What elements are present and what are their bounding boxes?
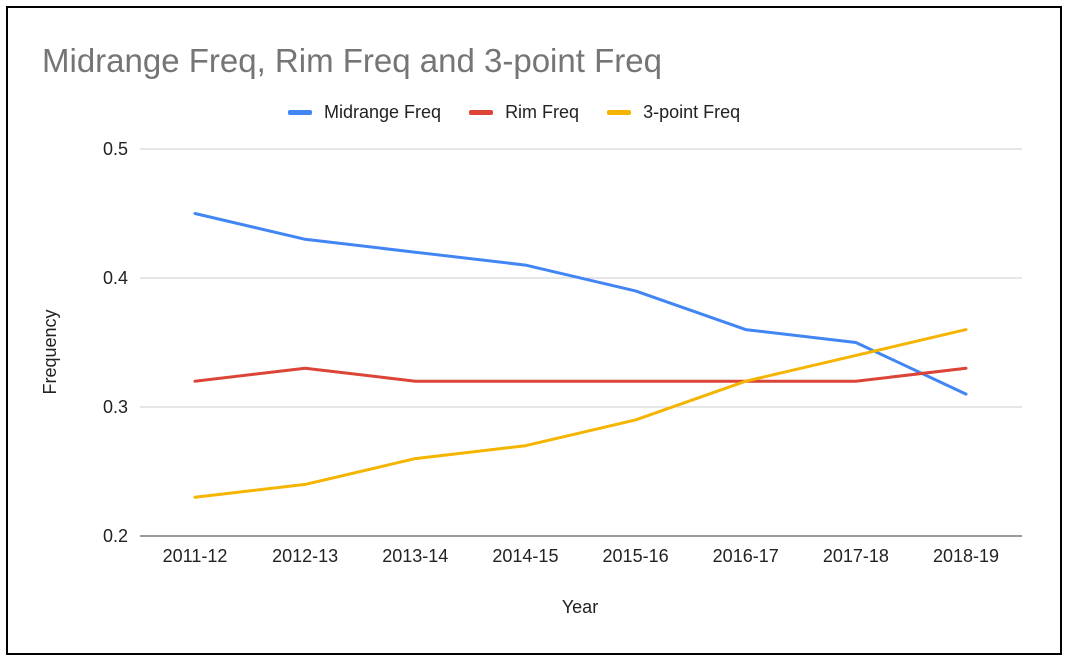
- x-tick-label: 2012-13: [272, 546, 338, 566]
- y-tick-label: 0.5: [103, 139, 128, 159]
- legend-item-three-point: 3-point Freq: [607, 102, 740, 123]
- gridlines: [140, 148, 1022, 537]
- y-tick-label: 0.3: [103, 397, 128, 417]
- legend-swatch-midrange: [288, 110, 312, 115]
- y-axis-title: Frequency: [40, 309, 60, 394]
- y-tick-label: 0.4: [103, 268, 128, 288]
- x-tick-label: 2014-15: [492, 546, 558, 566]
- x-tick-label: 2017-18: [823, 546, 889, 566]
- legend-label-three-point: 3-point Freq: [643, 102, 741, 122]
- series-line-2: [193, 328, 968, 499]
- series-line-1: [193, 366, 968, 383]
- legend-item-rim: Rim Freq: [469, 102, 579, 123]
- x-axis-title: Year: [562, 597, 598, 617]
- series-line-0: [193, 212, 968, 396]
- legend-swatch-three-point: [607, 110, 632, 115]
- y-axis-ticks: 0.2 0.3 0.4 0.5: [103, 139, 128, 546]
- legend-item-midrange: Midrange Freq: [288, 102, 441, 123]
- legend-label-midrange: Midrange Freq: [324, 102, 442, 122]
- x-tick-label: 2018-19: [933, 546, 999, 566]
- chart-title: Midrange Freq, Rim Freq and 3-point Freq: [42, 42, 662, 79]
- chart-frame: Midrange Freq, Rim Freq and 3-point Freq…: [6, 6, 1062, 655]
- series-lines: [193, 212, 968, 499]
- x-axis-ticks: 2011-12 2012-13 2013-14 2014-15 2015-16 2016-…: [163, 546, 999, 566]
- x-tick-label: 2011-12: [163, 546, 228, 566]
- y-tick-label: 0.2: [103, 526, 128, 546]
- x-tick-label: 2013-14: [382, 546, 448, 566]
- chart-legend: Midrange Freq Rim Freq 3-point Freq: [288, 102, 768, 123]
- x-tick-label: 2015-16: [603, 546, 669, 566]
- x-tick-label: 2016-17: [713, 546, 779, 566]
- legend-label-rim: Rim Freq: [505, 102, 580, 122]
- legend-swatch-rim: [469, 110, 494, 115]
